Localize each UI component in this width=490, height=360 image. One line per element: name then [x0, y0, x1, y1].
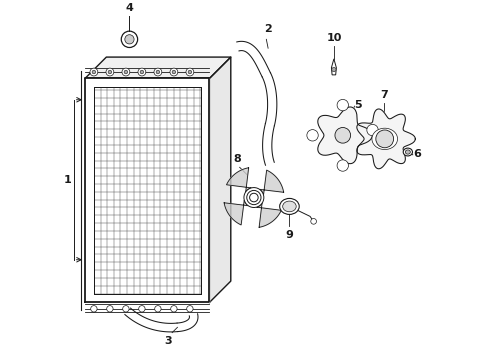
Circle shape — [247, 190, 261, 204]
Circle shape — [188, 70, 192, 74]
Ellipse shape — [403, 148, 413, 156]
Circle shape — [332, 67, 336, 72]
Circle shape — [108, 70, 112, 74]
Circle shape — [107, 306, 113, 312]
Circle shape — [244, 188, 264, 207]
Circle shape — [187, 306, 193, 312]
Ellipse shape — [283, 201, 296, 212]
Text: 6: 6 — [413, 149, 421, 159]
Circle shape — [92, 70, 96, 74]
Circle shape — [337, 99, 348, 111]
Circle shape — [122, 68, 130, 76]
Text: 8: 8 — [233, 154, 241, 164]
Circle shape — [337, 160, 348, 171]
Circle shape — [91, 306, 97, 312]
Polygon shape — [256, 203, 281, 227]
Text: 9: 9 — [286, 230, 294, 239]
Text: 2: 2 — [264, 24, 272, 34]
Circle shape — [367, 124, 378, 136]
Circle shape — [90, 68, 98, 76]
Circle shape — [106, 68, 114, 76]
Circle shape — [154, 68, 162, 76]
Polygon shape — [226, 168, 251, 192]
Circle shape — [172, 70, 176, 74]
Circle shape — [121, 31, 138, 48]
Circle shape — [249, 193, 258, 202]
Circle shape — [156, 70, 160, 74]
Circle shape — [186, 68, 194, 76]
Polygon shape — [85, 57, 231, 78]
Polygon shape — [331, 59, 336, 75]
Circle shape — [125, 35, 134, 44]
Polygon shape — [85, 78, 209, 302]
Text: 4: 4 — [125, 3, 133, 13]
Circle shape — [155, 306, 161, 312]
Circle shape — [335, 127, 351, 143]
Polygon shape — [357, 109, 416, 169]
Polygon shape — [94, 87, 200, 293]
Ellipse shape — [405, 150, 410, 154]
Text: 5: 5 — [354, 100, 362, 110]
Text: 1: 1 — [64, 175, 72, 185]
Circle shape — [122, 306, 129, 312]
Circle shape — [170, 68, 178, 76]
Polygon shape — [209, 57, 231, 302]
Polygon shape — [260, 170, 284, 195]
Ellipse shape — [372, 128, 397, 149]
Circle shape — [311, 219, 317, 224]
Circle shape — [140, 70, 144, 74]
Ellipse shape — [280, 198, 299, 215]
Polygon shape — [318, 107, 372, 164]
Text: 3: 3 — [165, 336, 172, 346]
Circle shape — [171, 306, 177, 312]
Circle shape — [138, 68, 146, 76]
Circle shape — [124, 70, 128, 74]
Circle shape — [139, 306, 145, 312]
Text: 7: 7 — [380, 90, 388, 100]
Polygon shape — [224, 200, 248, 225]
Text: 10: 10 — [326, 33, 342, 43]
Circle shape — [307, 130, 318, 141]
Circle shape — [376, 130, 393, 148]
